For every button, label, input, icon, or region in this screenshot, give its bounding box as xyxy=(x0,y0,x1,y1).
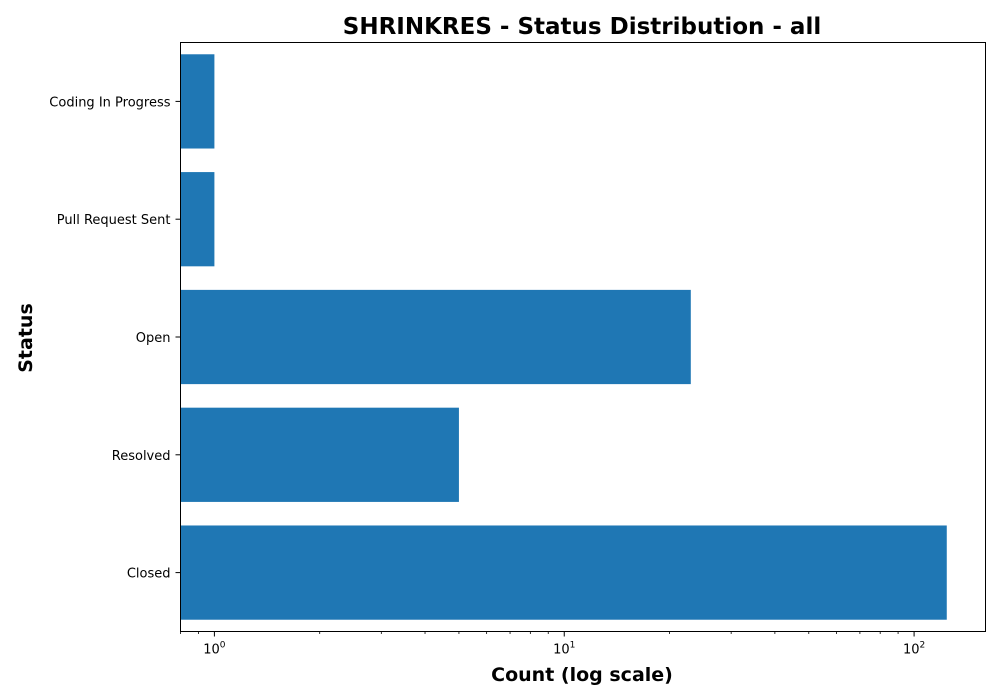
x-tick-base: 10 xyxy=(553,643,570,658)
bar-resolved xyxy=(180,407,459,502)
y-tick-label-pull-request-sent: Pull Request Sent xyxy=(57,213,171,228)
y-tick-label-open: Open xyxy=(136,331,171,346)
x-tick-base: 10 xyxy=(903,643,920,658)
x-tick-exponent: 2 xyxy=(919,641,925,651)
y-axis-label: Status xyxy=(15,303,37,373)
x-tick-exponent: 1 xyxy=(570,641,576,651)
x-tick-exponent: 0 xyxy=(220,641,226,651)
x-axis-label: Count (log scale) xyxy=(491,664,673,686)
bar-coding-in-progress xyxy=(180,54,215,149)
x-tick-label: 100 xyxy=(203,641,226,658)
chart-title: SHRINKRES - Status Distribution - all xyxy=(343,14,821,40)
bar-open xyxy=(180,289,691,385)
x-tick-base: 10 xyxy=(203,643,220,658)
bars-group xyxy=(180,54,947,620)
y-tick-label-resolved: Resolved xyxy=(112,449,171,464)
x-tick-label: 102 xyxy=(903,641,925,658)
y-tick-label-coding-in-progress: Coding In Progress xyxy=(49,95,170,110)
bar-closed xyxy=(180,525,947,620)
x-axis-ticks: 100 101 102 xyxy=(180,631,925,658)
y-tick-label-closed: Closed xyxy=(127,567,171,582)
y-axis-ticks: Coding In Progress Pull Request Sent Open R… xyxy=(49,95,181,582)
x-tick-label: 101 xyxy=(553,641,575,658)
plot-frame xyxy=(180,42,986,632)
bar-pull-request-sent xyxy=(180,172,215,267)
